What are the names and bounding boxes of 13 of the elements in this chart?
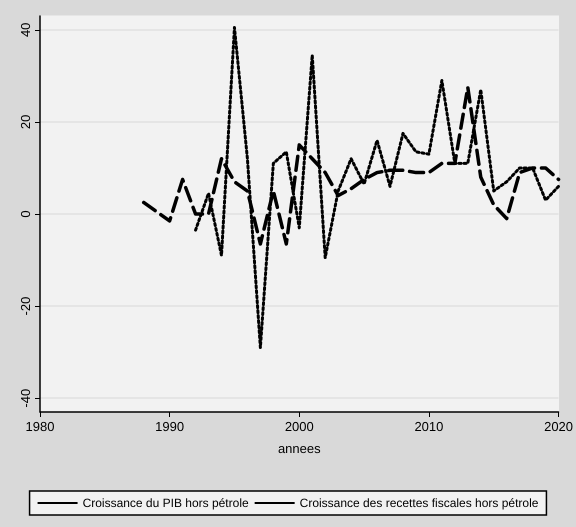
y-tick-label: 20 <box>18 114 33 130</box>
x-tick-label: 2020 <box>544 419 573 434</box>
legend-label: Croissance des recettes fiscales hors pétrole <box>300 496 539 510</box>
x-tick-label: 1990 <box>155 419 184 434</box>
y-tick-label: -40 <box>18 388 33 408</box>
x-tick-label: 2010 <box>414 419 444 434</box>
legend-label: Croissance du PIB hors pétrole <box>82 496 249 510</box>
y-tick-label: 0 <box>18 210 33 218</box>
y-tick-label: 40 <box>18 22 33 38</box>
y-tick-label: -20 <box>18 296 33 316</box>
x-axis-title: annees <box>278 441 322 456</box>
x-tick-label: 2000 <box>284 419 314 434</box>
x-tick-label: 1980 <box>26 419 54 434</box>
